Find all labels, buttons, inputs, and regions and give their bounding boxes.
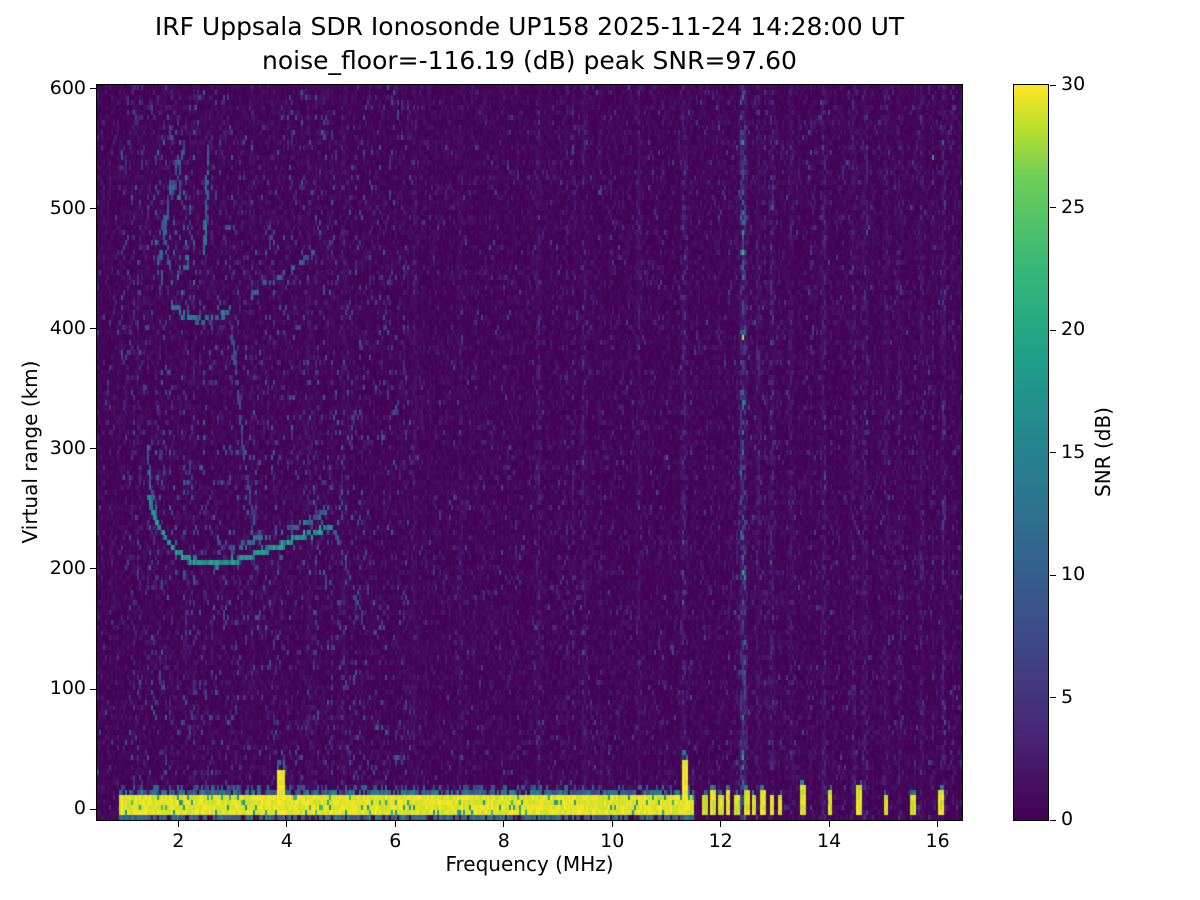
x-tick-mark [394, 821, 396, 827]
colorbar-tick-label: 30 [1061, 73, 1086, 95]
colorbar-tick-mark [1050, 697, 1056, 698]
colorbar-tick-label: 20 [1061, 318, 1086, 340]
y-tick-mark [90, 448, 96, 450]
y-tick-label: 400 [49, 316, 86, 339]
x-tick-mark [503, 821, 505, 827]
y-tick-label: 0 [73, 797, 86, 820]
x-tick-mark [828, 821, 830, 827]
y-tick-mark [90, 568, 96, 570]
colorbar-tick-mark [1050, 819, 1056, 821]
figure-subtitle: noise_floor=-116.19 (dB) peak SNR=97.60 [262, 46, 797, 75]
y-tick-mark [90, 88, 96, 90]
x-tick-label: 2 [172, 830, 185, 852]
x-tick-label: 8 [497, 830, 510, 852]
y-tick-mark [90, 688, 96, 690]
x-tick-mark [286, 821, 288, 827]
y-tick-label: 200 [49, 556, 86, 579]
colorbar-tick-label: 10 [1061, 563, 1086, 585]
colorbar-tick-label: 25 [1061, 195, 1086, 218]
plot-area [96, 84, 963, 821]
colorbar-tick-mark [1050, 574, 1056, 576]
y-tick-mark [90, 328, 96, 330]
y-tick-mark [90, 208, 96, 210]
x-tick-label: 16 [925, 830, 950, 852]
x-tick-mark [611, 821, 613, 827]
y-tick-label: 500 [49, 196, 86, 219]
x-tick-mark [937, 821, 939, 827]
ionogram-heatmap [97, 85, 962, 820]
x-axis-label: Frequency (MHz) [445, 852, 614, 876]
x-tick-label: 12 [708, 830, 733, 852]
colorbar-tick-label: 5 [1061, 685, 1074, 708]
colorbar-gradient [1014, 85, 1048, 820]
colorbar-tick-mark [1050, 452, 1056, 453]
x-tick-label: 4 [280, 830, 293, 852]
x-tick-mark [720, 821, 722, 827]
y-tick-label: 600 [49, 76, 86, 99]
figure-title-block: IRF Uppsala SDR Ionosonde UP158 2025-11-… [97, 10, 962, 78]
colorbar-tick-mark [1050, 207, 1056, 208]
y-tick-label: 100 [49, 677, 86, 700]
x-tick-label: 10 [600, 830, 625, 852]
x-tick-label: 6 [389, 830, 402, 852]
figure-title: IRF Uppsala SDR Ionosonde UP158 2025-11-… [154, 12, 905, 41]
colorbar-tick-mark [1050, 84, 1056, 86]
y-tick-label: 300 [49, 436, 86, 459]
colorbar [1013, 84, 1049, 821]
colorbar-tick-mark [1050, 329, 1056, 331]
colorbar-tick-label: 0 [1061, 808, 1074, 830]
x-tick-label: 14 [817, 830, 842, 852]
y-tick-mark [90, 808, 96, 810]
colorbar-tick-label: 15 [1061, 440, 1086, 463]
x-tick-mark [177, 821, 179, 827]
